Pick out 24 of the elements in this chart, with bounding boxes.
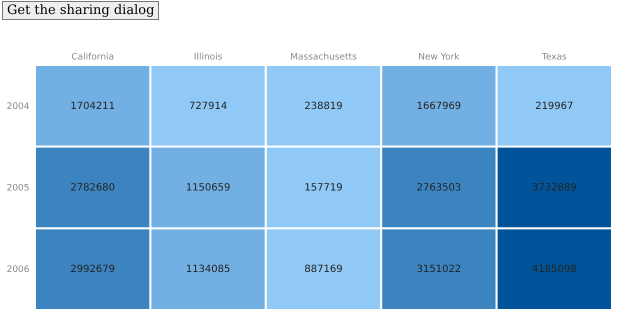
data-label: 1704211 bbox=[70, 100, 115, 112]
x-tick-label: Texas bbox=[540, 52, 568, 62]
data-label: 887169 bbox=[304, 264, 343, 276]
x-tick-label: New York bbox=[418, 52, 460, 62]
x-tick-label: Massachusetts bbox=[290, 52, 358, 62]
y-tick-label: 2006 bbox=[6, 265, 30, 276]
data-label: 1667969 bbox=[416, 100, 462, 112]
data-label: 1150659 bbox=[186, 182, 230, 194]
data-label: 2992679 bbox=[70, 264, 115, 276]
data-label: 157719 bbox=[304, 182, 343, 194]
data-label: 3151022 bbox=[416, 264, 462, 276]
data-label: 3732889 bbox=[532, 182, 577, 194]
data-label: 4185098 bbox=[532, 264, 577, 276]
data-label: 727914 bbox=[189, 100, 228, 112]
data-label: 238819 bbox=[304, 100, 343, 112]
y-tick-label: 2005 bbox=[6, 184, 30, 194]
data-label: 2763503 bbox=[416, 182, 462, 194]
data-label: 219967 bbox=[535, 100, 574, 112]
data-label: 1134085 bbox=[186, 264, 230, 276]
y-tick-label: 2004 bbox=[6, 102, 30, 112]
x-tick-label: Illinois bbox=[194, 52, 223, 62]
share-button: Get the sharing dialog bbox=[2, 1, 160, 20]
x-tick-label: California bbox=[71, 52, 114, 62]
data-label: 2782680 bbox=[70, 182, 115, 194]
